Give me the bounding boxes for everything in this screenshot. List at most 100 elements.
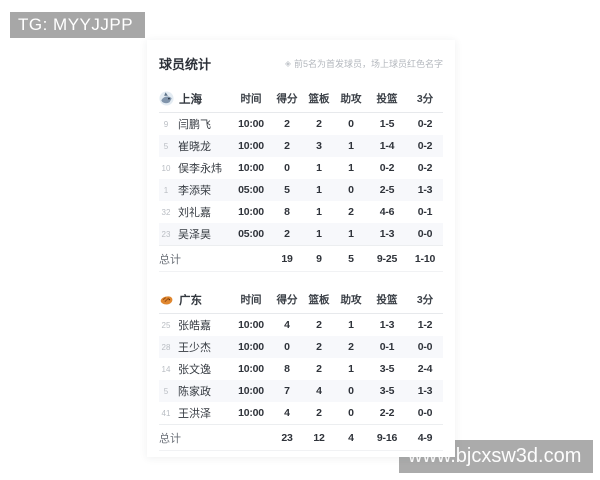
three-points-value: 1-3 [417,184,433,196]
player-name: 李添荣 [178,185,211,197]
player-name: 闫鹏飞 [178,119,211,131]
player-name: 王洪泽 [178,408,211,420]
player-name: 俣李永炜 [178,163,222,175]
player-row[interactable]: 28 王少杰 10:00 0 2 2 0-1 0-0 [159,336,443,358]
player-name: 崔晓龙 [178,141,211,153]
jersey-number: 23 [161,229,171,239]
assists-value: 2 [348,206,354,218]
totals-assists: 4 [348,431,354,444]
rebounds-value: 1 [316,228,322,240]
minutes-played: 05:00 [238,228,264,240]
field-goals-value: 3-5 [379,385,395,397]
column-header-rebounds: 篮板 [308,294,330,306]
jersey-number: 25 [161,320,171,330]
team-totals-row: 总计 19 9 5 9-25 1-10 [159,245,443,272]
player-row[interactable]: 32 刘礼嘉 10:00 8 1 2 4-6 0-1 [159,201,443,223]
player-rows: 25 张皓嘉 10:00 4 2 1 1-3 1-2 28 王少杰 10:00 … [159,314,443,424]
three-points-value: 1-3 [417,385,433,397]
jersey-number: 5 [163,386,169,396]
totals-rebounds: 9 [316,252,322,265]
points-value: 4 [284,407,290,419]
jersey-number: 14 [161,364,171,374]
jersey-number: 10 [161,163,171,173]
assists-value: 1 [348,140,354,152]
starters-tip: ◈ 前5名为首发球员，场上球员红色名字 [285,57,443,70]
totals-three-points: 4-9 [417,431,433,444]
card-header: 球员统计 ◈ 前5名为首发球员，场上球员红色名字 [159,54,443,73]
points-value: 4 [284,319,290,331]
website-watermark: www.bjcxsw3d.com [399,440,593,473]
minutes-played: 10:00 [238,162,264,174]
assists-value: 1 [348,228,354,240]
totals-label: 总计 [159,253,181,266]
minutes-played: 10:00 [238,407,264,419]
totals-three-points: 1-10 [414,252,436,265]
jersey-number: 1 [163,185,169,195]
jersey-number: 32 [161,207,171,217]
team-totals-row: 总计 23 12 4 9-16 4-9 [159,424,443,451]
team-section-guangdong: 广东 时间 得分 篮板 助攻 投篮 3分 25 张皓嘉 10:00 4 2 1 … [159,286,443,451]
player-row[interactable]: 14 张文逸 10:00 8 2 1 3-5 2-4 [159,358,443,380]
three-points-value: 0-2 [417,140,433,152]
team-header-row: 上海 时间 得分 篮板 助攻 投篮 3分 [159,85,443,113]
assists-value: 2 [348,341,354,353]
team-header-row: 广东 时间 得分 篮板 助攻 投篮 3分 [159,286,443,314]
minutes-played: 10:00 [238,363,264,375]
column-header-assists: 助攻 [340,93,362,105]
points-value: 7 [284,385,290,397]
player-row[interactable]: 1 李添荣 05:00 5 1 0 2-5 1-3 [159,179,443,201]
column-header-field-goals: 投篮 [376,294,398,306]
minutes-played: 10:00 [238,341,264,353]
field-goals-value: 1-4 [379,140,395,152]
player-name: 王少杰 [178,342,211,354]
points-value: 2 [284,228,290,240]
player-row[interactable]: 9 闫鹏飞 10:00 2 2 0 1-5 0-2 [159,113,443,135]
column-header-points: 得分 [276,93,298,105]
column-header-time: 时间 [240,93,262,105]
team-name: 广东 [179,294,202,307]
column-header-field-goals: 投篮 [376,93,398,105]
tg-watermark-badge: TG: MYYJJPP [10,12,146,38]
team-name: 上海 [179,93,202,106]
player-stats-card: 球员统计 ◈ 前5名为首发球员，场上球员红色名字 上海 时间 得分 [147,40,455,457]
field-goals-value: 1-5 [379,118,395,130]
minutes-played: 10:00 [238,319,264,331]
minutes-played: 10:00 [238,206,264,218]
points-value: 8 [284,363,290,375]
points-value: 5 [284,184,290,196]
starters-tip-text: 前5名为首发球员，场上球员红色名字 [293,59,443,69]
player-row[interactable]: 10 俣李永炜 10:00 0 1 1 0-2 0-2 [159,157,443,179]
player-name: 张皓嘉 [178,320,211,332]
three-points-value: 1-2 [417,319,433,331]
player-row[interactable]: 41 王洪泽 10:00 4 2 0 2-2 0-0 [159,402,443,424]
field-goals-value: 1-3 [379,319,395,331]
page-title: 球员统计 [159,57,212,72]
totals-label: 总计 [159,432,181,445]
rebounds-value: 2 [316,341,322,353]
points-value: 0 [284,162,290,174]
totals-points: 19 [281,252,293,265]
three-points-value: 0-0 [417,407,433,419]
points-value: 0 [284,341,290,353]
assists-value: 1 [348,363,354,375]
jersey-number: 5 [163,141,169,151]
assists-value: 0 [348,385,354,397]
jersey-number: 28 [161,342,171,352]
totals-field-goals: 9-16 [376,431,398,444]
three-points-value: 0-2 [417,118,433,130]
rebounds-value: 2 [316,319,322,331]
column-header-three-points: 3分 [416,93,434,105]
column-header-points: 得分 [276,294,298,306]
player-row[interactable]: 5 陈家政 10:00 7 4 0 3-5 1-3 [159,380,443,402]
totals-assists: 5 [348,252,354,265]
rebounds-value: 2 [316,118,322,130]
rebounds-value: 1 [316,206,322,218]
shanghai-shark-logo-icon [159,91,174,106]
player-row[interactable]: 25 张皓嘉 10:00 4 2 1 1-3 1-2 [159,314,443,336]
player-row[interactable]: 5 崔晓龙 10:00 2 3 1 1-4 0-2 [159,135,443,157]
player-row[interactable]: 23 吴泽昊 05:00 2 1 1 1-3 0-0 [159,223,443,245]
points-value: 2 [284,118,290,130]
assists-value: 1 [348,319,354,331]
rebounds-value: 2 [316,363,322,375]
three-points-value: 2-4 [417,363,433,375]
